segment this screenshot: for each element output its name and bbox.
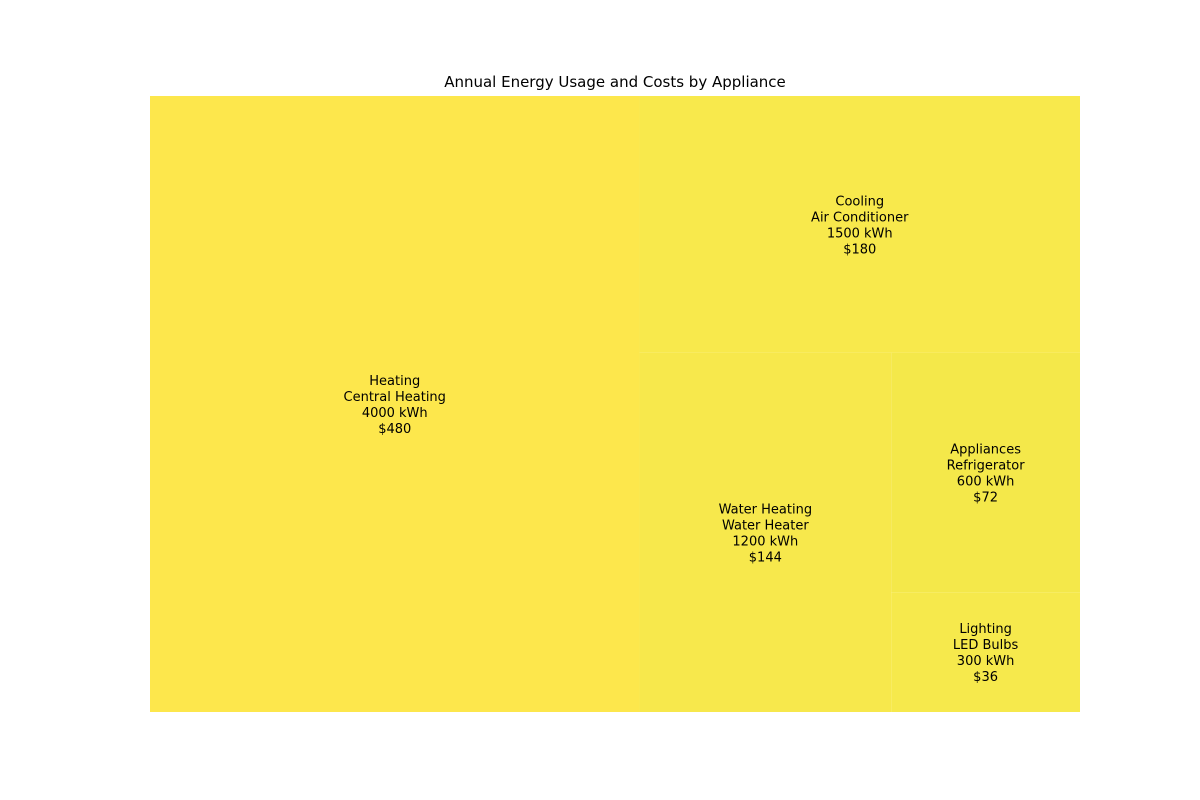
tile-label-cooling: Cooling Air Conditioner 1500 kWh $180 <box>811 194 909 257</box>
treemap-rect-cooling <box>639 96 1080 353</box>
tile-appliance-label: Refrigerator <box>947 458 1026 473</box>
tile-cost-label: $72 <box>973 490 998 505</box>
tile-appliance-label: Water Heater <box>722 518 809 533</box>
tile-category-label: Water Heating <box>719 502 813 517</box>
tile-label-water-heating: Water Heating Water Heater 1200 kWh $144 <box>719 502 813 565</box>
treemap-tile-cooling: Cooling Air Conditioner 1500 kWh $180 <box>639 96 1080 353</box>
tile-category-label: Appliances <box>950 442 1021 457</box>
tile-appliance-label: LED Bulbs <box>953 638 1019 653</box>
tile-cost-label: $36 <box>973 670 998 685</box>
tile-kwh-label: 300 kWh <box>957 654 1015 669</box>
tile-label-heating: Heating Central Heating 4000 kWh $480 <box>344 374 446 437</box>
treemap-tile-lighting: Lighting LED Bulbs 300 kWh $36 <box>891 592 1080 712</box>
tile-category-label: Heating <box>369 374 420 389</box>
tile-category-label: Cooling <box>835 194 884 209</box>
tile-kwh-label: 1500 kWh <box>827 226 893 241</box>
treemap-tile-water-heating: Water Heating Water Heater 1200 kWh $144 <box>639 352 892 712</box>
tile-kwh-label: 1200 kWh <box>732 534 798 549</box>
chart-title: Annual Energy Usage and Costs by Applian… <box>444 73 786 91</box>
treemap-rect-appliances <box>891 352 1080 593</box>
treemap-tile-heating: Heating Central Heating 4000 kWh $480 <box>150 96 640 712</box>
tile-appliance-label: Air Conditioner <box>811 210 909 225</box>
tile-kwh-label: 600 kWh <box>957 474 1015 489</box>
treemap-rect-water-heating <box>639 352 892 712</box>
treemap-rect-lighting <box>891 592 1080 712</box>
treemap-tile-appliances: Appliances Refrigerator 600 kWh $72 <box>891 352 1080 593</box>
tile-appliance-label: Central Heating <box>344 390 446 405</box>
tile-label-appliances: Appliances Refrigerator 600 kWh $72 <box>947 442 1026 505</box>
tile-cost-label: $480 <box>378 422 411 437</box>
treemap-rect-heating <box>150 96 640 712</box>
tile-kwh-label: 4000 kWh <box>362 406 428 421</box>
tile-category-label: Lighting <box>959 622 1012 637</box>
tile-label-lighting: Lighting LED Bulbs 300 kWh $36 <box>953 622 1019 685</box>
tile-cost-label: $180 <box>843 242 876 257</box>
tile-cost-label: $144 <box>749 550 782 565</box>
